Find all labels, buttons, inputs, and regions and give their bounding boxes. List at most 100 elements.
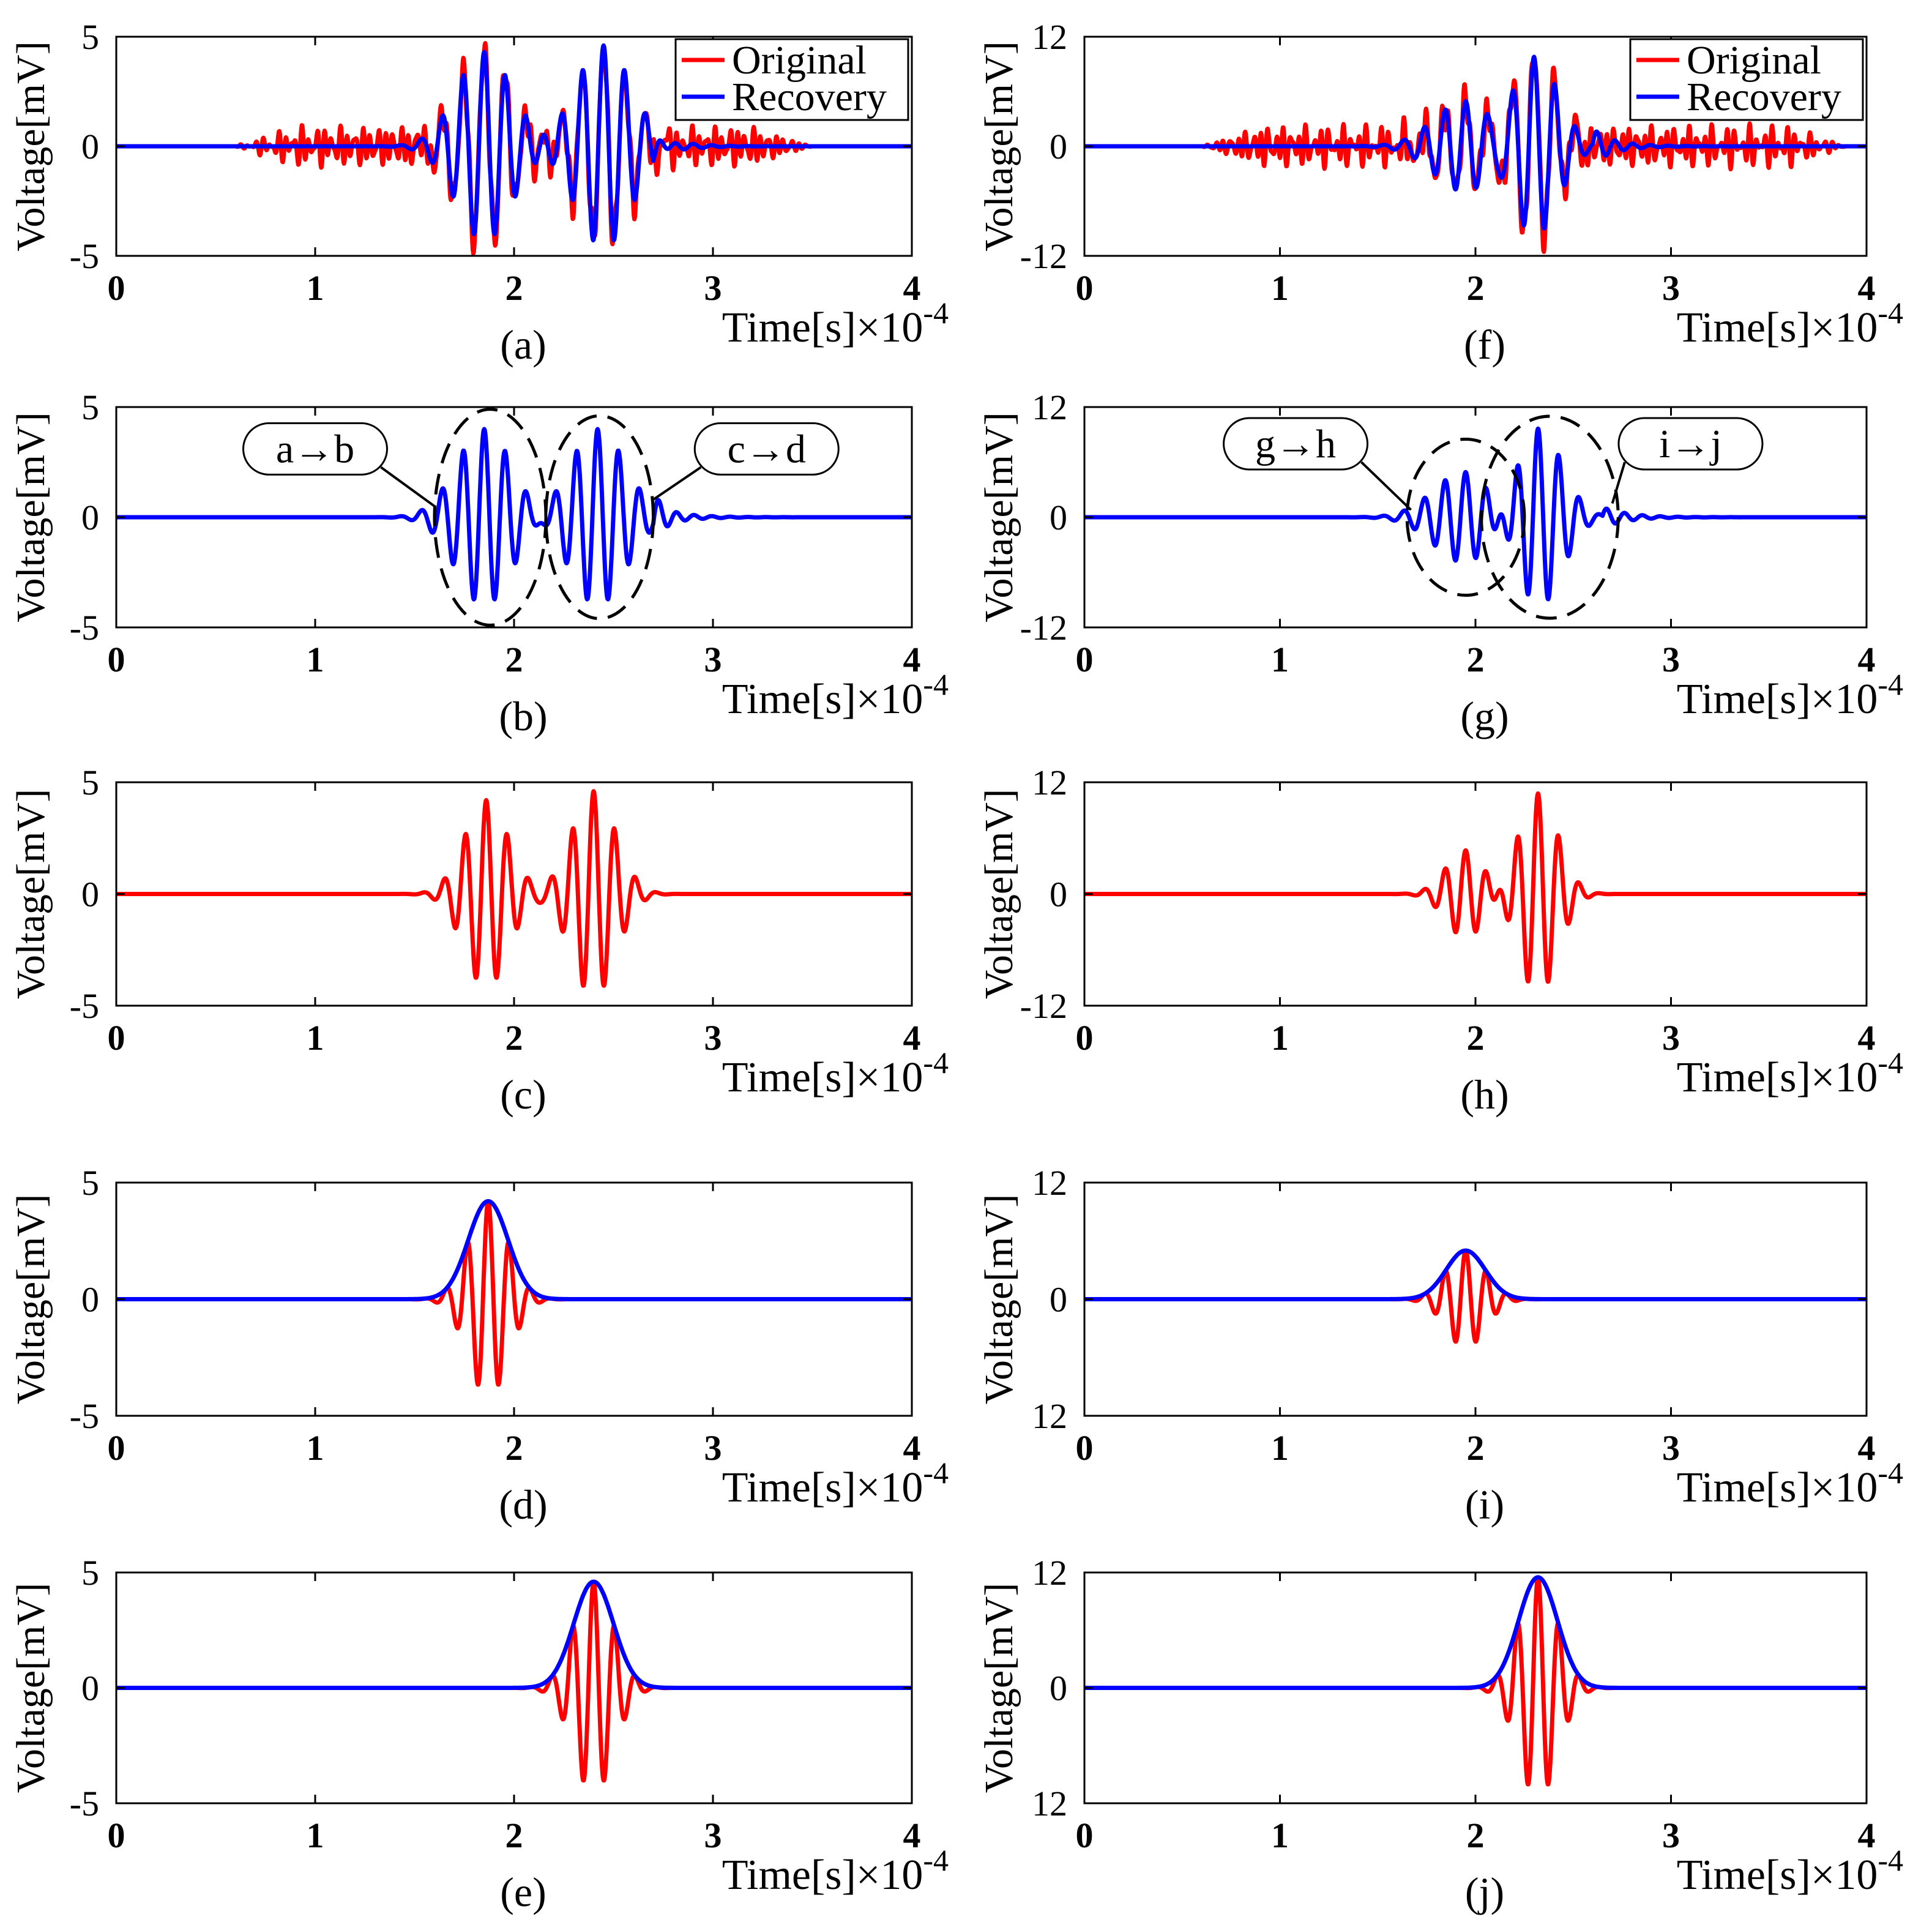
caption-a: (a)	[500, 321, 546, 368]
x-axis-label-text: Time[s]	[1677, 1054, 1811, 1101]
y-tick-label-f: -12	[1020, 236, 1067, 276]
x-axis-label-text: Time[s]	[1677, 1464, 1811, 1511]
annotation-g-0: g→h	[1223, 417, 1526, 597]
x-axis-exponent: -4	[1878, 1843, 1903, 1877]
plot-area-b	[116, 427, 912, 602]
caption-d: (d)	[499, 1481, 547, 1528]
plot-area-c	[116, 789, 912, 988]
legend-label-recovery: Recovery	[1687, 75, 1841, 119]
x-axis-label-text: Time[s]	[722, 1852, 856, 1899]
y-tick-label-a: 0	[81, 127, 99, 166]
x-tick-label-g: 3	[1662, 640, 1680, 679]
x-tick-label-b: 1	[307, 640, 324, 679]
y-axis-label-i: Voltage[mV]	[977, 1194, 1021, 1404]
x-axis-label-g: Time[s]×10-4	[1677, 667, 1903, 723]
y-tick-label-j: 12	[1032, 1784, 1067, 1823]
x-axis-label-text: Time[s]	[722, 1054, 856, 1101]
series-recovery-b	[116, 427, 912, 602]
annotation-leader	[1360, 461, 1412, 511]
x-tick-label-i: 1	[1271, 1428, 1289, 1468]
x-tick-label-h: 4	[1858, 1018, 1876, 1058]
x-axis-multiplier: ×10	[1811, 1852, 1878, 1899]
y-tick-label-a: 5	[81, 17, 99, 57]
plot-area-j	[1084, 1575, 1867, 1787]
series-component-i	[1084, 1248, 1867, 1344]
annotation-leader	[380, 466, 436, 507]
x-tick-label-a: 4	[903, 268, 921, 308]
y-tick-label-e: -5	[70, 1784, 99, 1823]
y-tick-label-g: 12	[1032, 387, 1067, 427]
x-axis-exponent: -4	[1878, 667, 1903, 701]
caption-f: (f)	[1464, 321, 1505, 368]
y-tick-label-h: 0	[1050, 875, 1067, 914]
caption-c: (c)	[500, 1071, 546, 1118]
annotation-label: i→j	[1659, 422, 1722, 466]
legend-label-original: Original	[1687, 38, 1821, 83]
x-axis-label-text: Time[s]	[1677, 676, 1811, 723]
y-tick-label-d: 0	[81, 1280, 99, 1320]
x-axis-label-c: Time[s]×10-4	[722, 1045, 949, 1101]
plot-area-d	[116, 1199, 912, 1387]
annotation-label: c→d	[728, 427, 806, 471]
x-axis-label-h: Time[s]×10-4	[1677, 1045, 1903, 1101]
plot-area-e	[116, 1579, 912, 1783]
x-axis-multiplier: ×10	[856, 676, 923, 723]
annotation-b-1: c→d	[544, 414, 840, 621]
x-axis-label-b: Time[s]×10-4	[722, 667, 949, 723]
x-tick-label-h: 1	[1271, 1018, 1289, 1058]
y-tick-label-b: 5	[81, 387, 99, 427]
x-tick-label-g: 4	[1858, 640, 1876, 679]
caption-i: (i)	[1465, 1481, 1504, 1528]
x-tick-label-j: 4	[1858, 1815, 1876, 1855]
x-tick-label-j: 1	[1271, 1815, 1289, 1855]
x-tick-label-j: 2	[1467, 1815, 1485, 1855]
y-tick-label-g: -12	[1020, 608, 1067, 648]
annotation-ellipse	[544, 414, 655, 621]
chart-f: 0 1 2 3 4120-12Voltage[mV]Time[s]×10-4(f)Ori…	[977, 17, 1903, 368]
x-axis-label-text: Time[s]	[1677, 304, 1811, 351]
series-component-j	[1084, 1575, 1867, 1787]
x-tick-label-a: 0	[108, 268, 125, 308]
x-axis-exponent: -4	[1878, 296, 1903, 330]
y-tick-label-b: -5	[70, 608, 99, 648]
x-tick-label-b: 0	[108, 640, 125, 679]
x-tick-label-d: 1	[307, 1428, 324, 1468]
legend-box	[674, 38, 909, 121]
x-tick-label-e: 4	[903, 1815, 921, 1855]
annotation-label-box	[693, 422, 840, 476]
y-axis-label-f: Voltage[mV]	[977, 41, 1021, 251]
x-tick-label-i: 2	[1467, 1428, 1485, 1468]
y-tick-label-f: 0	[1050, 127, 1067, 166]
x-tick-label-f: 2	[1467, 268, 1485, 308]
x-axis-exponent: -4	[923, 667, 949, 701]
x-axis-label-text: Time[s]	[722, 676, 856, 723]
x-tick-label-e: 1	[307, 1815, 324, 1855]
series-envelope-e	[116, 1579, 912, 1690]
x-tick-label-g: 1	[1271, 640, 1289, 679]
x-axis-label-f: Time[s]×10-4	[1677, 296, 1903, 351]
x-tick-label-c: 0	[108, 1018, 125, 1058]
x-tick-label-d: 2	[505, 1428, 523, 1468]
series-component-d	[116, 1199, 912, 1387]
caption-j: (j)	[1465, 1869, 1504, 1915]
x-axis-exponent: -4	[923, 1456, 949, 1490]
x-axis-label-text: Time[s]	[1677, 1852, 1811, 1899]
annotation-label: a→b	[276, 427, 354, 471]
x-axis-multiplier: ×10	[856, 304, 923, 351]
x-tick-label-j: 0	[1076, 1815, 1094, 1855]
annotation-ellipse	[1480, 414, 1620, 620]
x-tick-label-g: 0	[1076, 640, 1094, 679]
series-envelope-j	[1084, 1575, 1867, 1690]
x-tick-label-d: 4	[903, 1428, 921, 1468]
x-tick-label-e: 3	[704, 1815, 722, 1855]
y-tick-label-h: -12	[1020, 986, 1067, 1026]
y-tick-label-j: 12	[1032, 1553, 1067, 1593]
annotation-label-box	[1223, 417, 1369, 471]
caption-g: (g)	[1460, 693, 1509, 739]
y-tick-label-d: -5	[70, 1396, 99, 1436]
x-axis-multiplier: ×10	[856, 1054, 923, 1101]
